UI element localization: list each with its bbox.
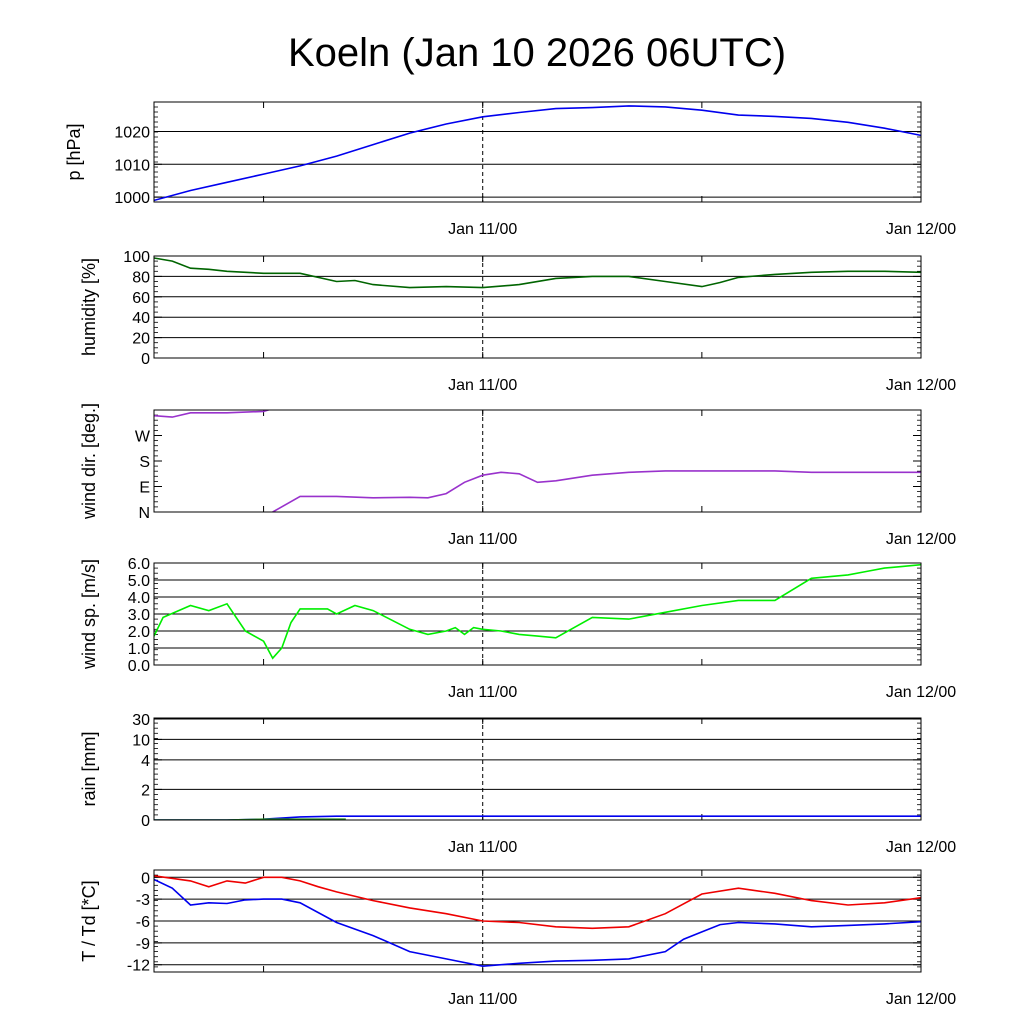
xtick-label-wind-direction-0: Jan 11/00 xyxy=(448,531,517,548)
panel-frame-wind-direction xyxy=(153,409,922,513)
ytick-label-humidity-5: 100 xyxy=(123,249,150,266)
ytick-label-temperature-3: -9 xyxy=(136,936,150,953)
ytick-label-wind-direction-2: S xyxy=(139,454,150,471)
series-line-wind-direction-1 xyxy=(272,470,921,512)
panel-frame-humidity xyxy=(153,255,922,359)
ytick-label-rain-0: 0 xyxy=(141,813,150,830)
xtick-label-rain-0: Jan 11/00 xyxy=(448,839,517,856)
series-line-rain-1 xyxy=(154,818,346,820)
ytick-label-rain-2: 4 xyxy=(141,753,150,770)
panel-rain: 0 2 4 10 30 rain [mm] Jan 11/00 Jan 12/00 xyxy=(79,712,956,856)
panel-humidity: 0 20 40 60 80 100 humidity [%] Jan 11/00 Jan 12/… xyxy=(79,249,956,394)
ylabel-rain: rain [mm] xyxy=(79,731,99,806)
ytick-label-wind-direction-1: E xyxy=(139,480,150,497)
ytick-label-wind-speed-0: 0.0 xyxy=(128,658,150,675)
xtick-label-pressure-1: Jan 12/00 xyxy=(886,221,956,238)
ytick-label-pressure-1: 1010 xyxy=(114,157,150,174)
panel-frame-temperature xyxy=(153,869,922,973)
xtick-label-wind-direction-1: Jan 12/00 xyxy=(886,531,956,548)
panel-wind-speed: 0.01.02.03.04.05.06.0 wind sp. [m/s] Jan 1… xyxy=(79,556,956,701)
ytick-label-wind-direction-3: W xyxy=(135,429,151,446)
panel-frame-pressure xyxy=(153,101,922,203)
ytick-label-wind-speed-3: 3.0 xyxy=(128,607,150,624)
ylabel-wind-direction: wind dir. [deg.] xyxy=(79,403,99,520)
ytick-label-humidity-4: 80 xyxy=(132,269,150,286)
ytick-label-pressure-0: 1000 xyxy=(114,190,150,207)
ytick-label-wind-speed-6: 6.0 xyxy=(128,556,150,573)
ytick-label-temperature-1: -3 xyxy=(136,892,150,909)
panel-temperature: 0 -3 -6 -9 -12 T / Td [*C] Jan 11/00 Jan 12/00 xyxy=(79,869,956,1008)
xtick-label-wind-speed-0: Jan 11/00 xyxy=(448,684,517,701)
ytick-label-rain-3: 10 xyxy=(132,732,150,749)
ytick-label-humidity-2: 40 xyxy=(132,310,150,327)
ytick-label-temperature-0: 0 xyxy=(141,870,150,887)
ytick-label-pressure-2: 1020 xyxy=(114,125,150,142)
ytick-label-temperature-2: -6 xyxy=(136,914,150,931)
series-line-wind-speed-0 xyxy=(154,563,921,660)
ytick-label-humidity-1: 20 xyxy=(132,331,150,348)
series-line-wind-direction-0 xyxy=(154,410,271,418)
ytick-label-wind-speed-2: 2.0 xyxy=(128,624,150,641)
ylabel-wind-speed: wind sp. [m/s] xyxy=(79,559,99,670)
chart-title: Koeln (Jan 10 2026 06UTC) xyxy=(288,31,786,75)
ytick-label-wind-direction-0: N xyxy=(138,505,150,522)
xtick-label-temperature-0: Jan 11/00 xyxy=(448,991,517,1008)
ylabel-humidity: humidity [%] xyxy=(79,258,99,356)
xtick-label-humidity-1: Jan 12/00 xyxy=(886,377,956,394)
ytick-label-rain-1: 2 xyxy=(141,782,150,799)
xtick-label-pressure-0: Jan 11/00 xyxy=(448,221,517,238)
ytick-label-temperature-4: -12 xyxy=(127,958,150,975)
ytick-label-humidity-3: 60 xyxy=(132,290,150,307)
series-line-humidity-0 xyxy=(154,257,921,289)
xtick-label-humidity-0: Jan 11/00 xyxy=(448,377,517,394)
series-line-rain-0 xyxy=(154,815,921,820)
panel-frame-rain xyxy=(153,717,922,821)
ytick-label-wind-speed-1: 1.0 xyxy=(128,641,150,658)
ytick-label-humidity-0: 0 xyxy=(141,351,150,368)
ytick-label-wind-speed-5: 5.0 xyxy=(128,573,150,590)
xtick-label-rain-1: Jan 12/00 xyxy=(886,839,956,856)
ylabel-temperature: T / Td [*C] xyxy=(79,880,99,961)
xtick-label-wind-speed-1: Jan 12/00 xyxy=(886,684,956,701)
series-line-temperature-1 xyxy=(154,878,921,968)
ytick-label-rain-4: 30 xyxy=(132,712,150,729)
ylabel-pressure: p [hPa] xyxy=(64,123,84,180)
panel-pressure: 1000 1010 1020 p [hPa] Jan 11/00 Jan 12/00 xyxy=(64,101,956,238)
xtick-label-temperature-1: Jan 12/00 xyxy=(886,991,956,1008)
series-line-pressure-0 xyxy=(154,105,921,202)
panel-frame-wind-speed xyxy=(153,562,922,666)
ytick-label-wind-speed-4: 4.0 xyxy=(128,590,150,607)
series-line-temperature-0 xyxy=(154,875,921,930)
